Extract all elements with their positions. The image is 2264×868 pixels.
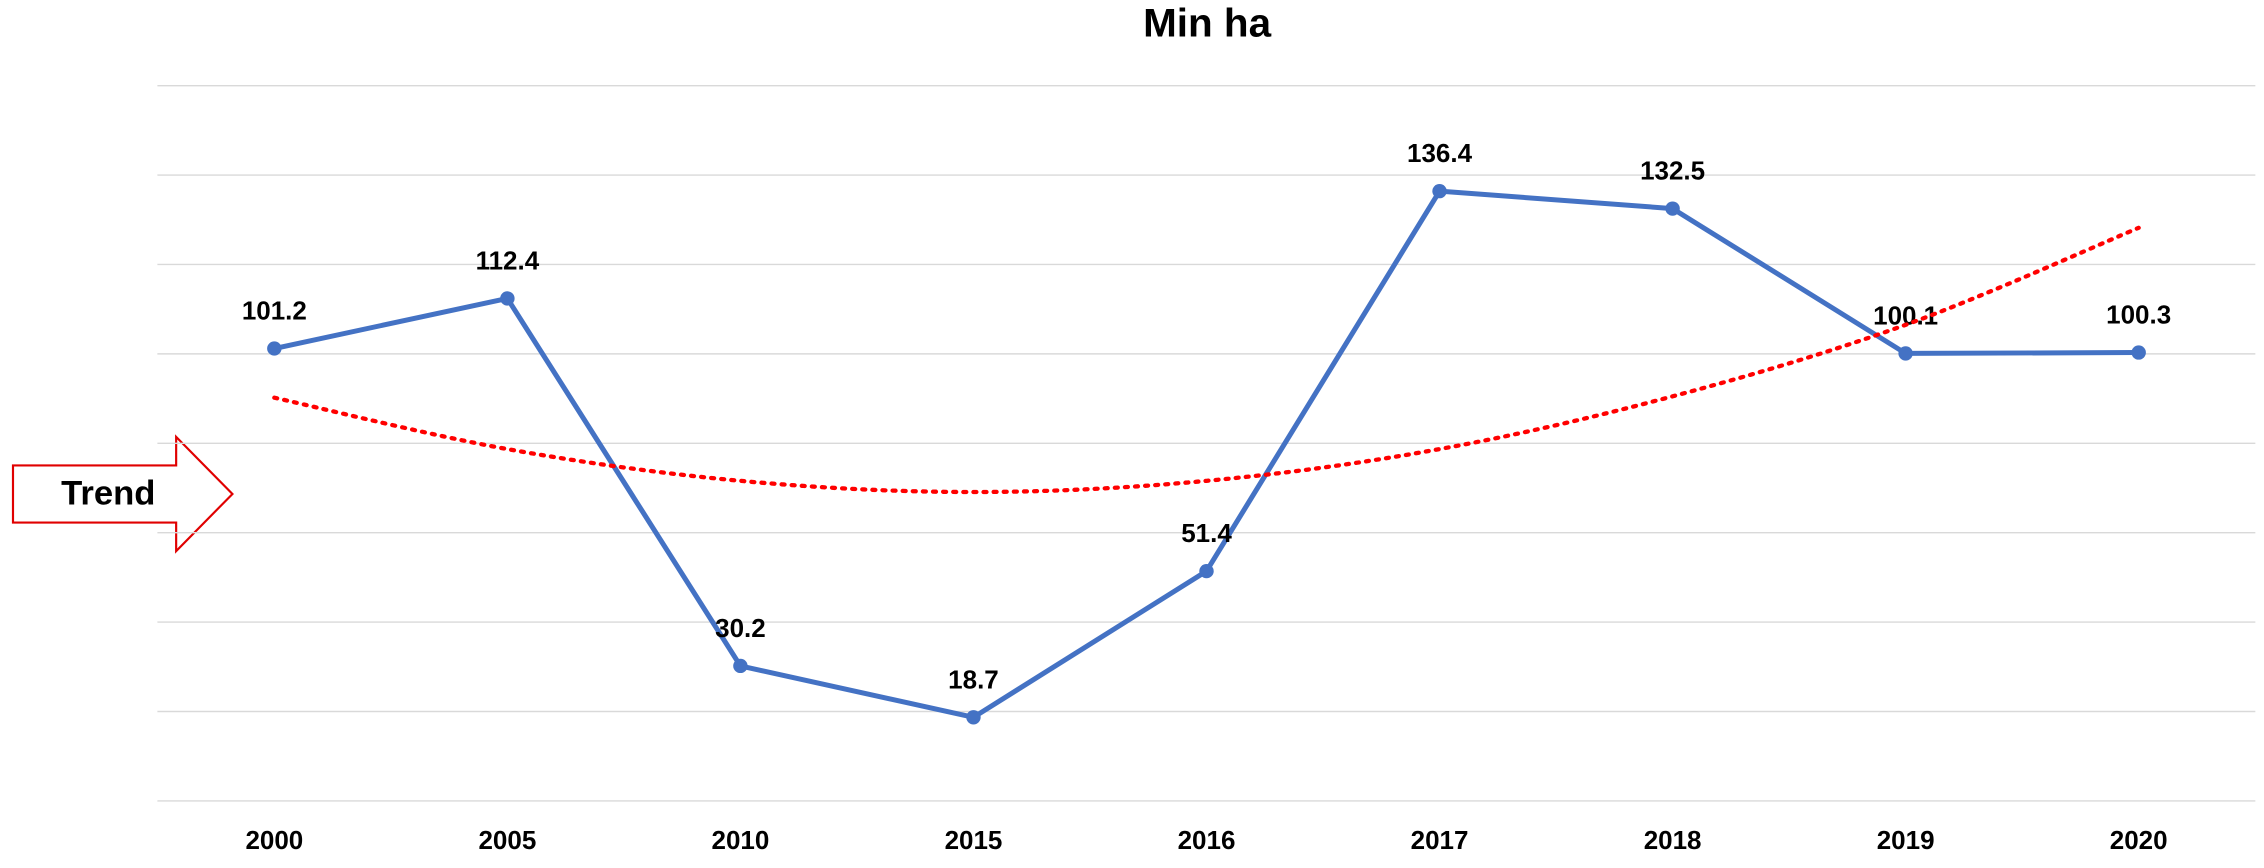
trend-arrow [11,434,234,554]
data-point [1898,346,1913,361]
data-line [273,188,2139,720]
data-label: 112.4 [476,248,540,276]
data-point [267,341,282,356]
x-tick-label: 2016 [1178,827,1236,855]
data-point [500,291,515,306]
x-tick-label: 2020 [2110,827,2168,855]
data-label: 51.4 [1181,520,1232,548]
data-label: 101.2 [242,298,307,326]
data-label: 136.4 [1407,140,1473,168]
x-tick-label: 2000 [245,827,303,855]
data-point [966,710,981,725]
data-point [1432,184,1447,199]
x-tick-label: 2018 [1644,827,1702,855]
x-tick-label: 2019 [1877,827,1935,855]
x-tick-label: 2017 [1411,827,1469,855]
data-label: 30.2 [715,615,766,643]
data-label: 100.3 [2106,302,2171,330]
data-point [1665,201,1680,216]
data-point [1199,563,1214,579]
data-point [2131,345,2146,360]
data-label: 18.7 [948,667,999,695]
trend-line [272,225,2141,495]
x-tick-label: 2005 [478,827,536,855]
data-point [733,658,748,674]
trend-label: Trend [61,475,155,513]
chart-title: Min ha [1143,0,1272,45]
data-label: 132.5 [1640,158,1705,186]
x-tick-label: 2010 [712,827,770,855]
x-tick-label: 2015 [945,827,1003,855]
